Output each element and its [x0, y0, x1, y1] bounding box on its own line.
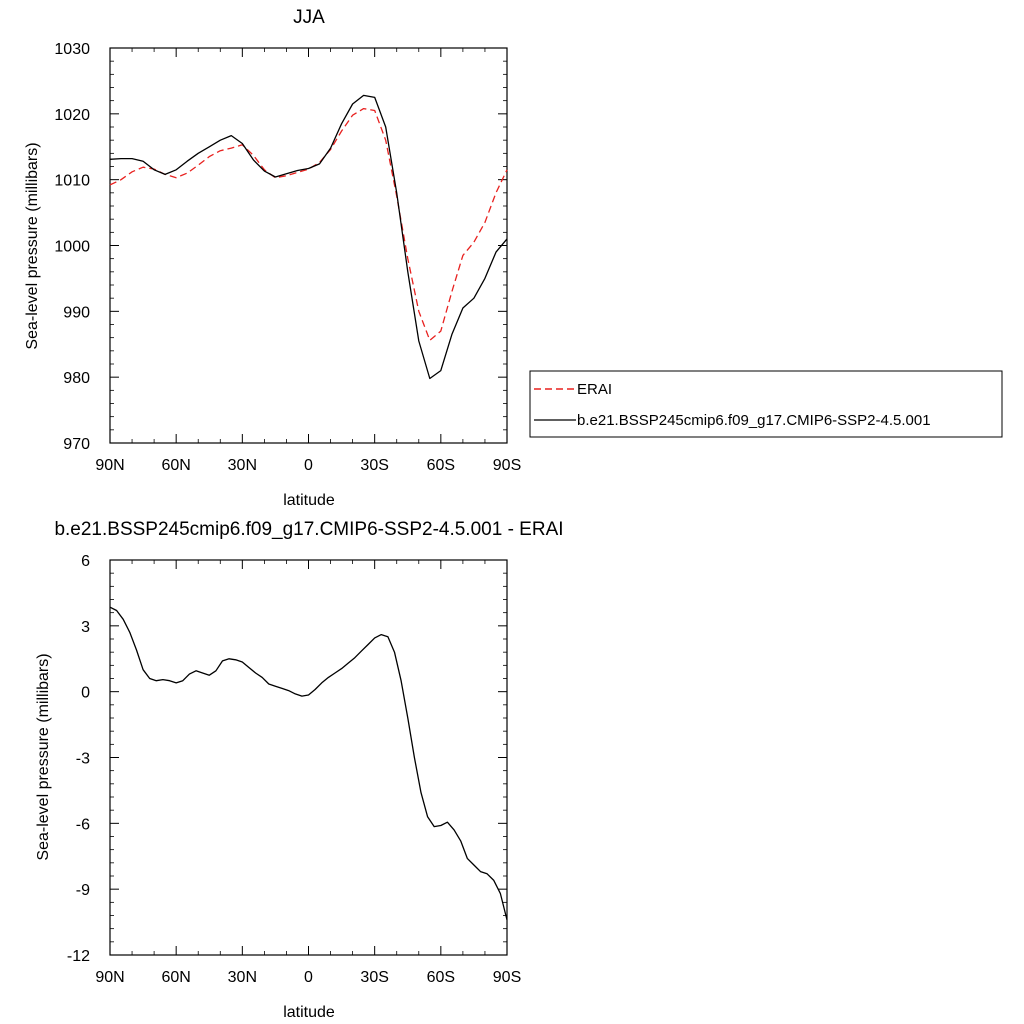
- top-y-tick-label: 990: [63, 304, 90, 321]
- bottom-chart-title: b.e21.BSSP245cmip6.f09_g17.CMIP6-SSP2-4.…: [54, 519, 563, 540]
- top-x-axis-label: latitude: [283, 492, 335, 509]
- bottom-y-tick-label: -12: [67, 948, 90, 965]
- bottom-x-tick-label: 90N: [95, 969, 124, 986]
- top-y-tick-label: 1030: [54, 41, 90, 58]
- top-x-tick-label: 0: [304, 457, 313, 474]
- top-x-tick-label: 90S: [493, 457, 521, 474]
- bottom-y-tick-label: -9: [76, 882, 90, 899]
- bottom-x-tick-label: 60N: [161, 969, 190, 986]
- top-y-tick-label: 1000: [54, 239, 90, 256]
- bottom-y-tick-label: 0: [81, 685, 90, 702]
- top-y-tick-label: 970: [63, 436, 90, 453]
- bottom-x-tick-label: 30S: [360, 969, 388, 986]
- bottom-series-line-0: [109, 606, 508, 921]
- top-y-tick-label: 1020: [54, 107, 90, 124]
- bottom-x-tick-label: 0: [304, 969, 313, 986]
- top-plot-frame: [109, 47, 508, 444]
- legend: ERAI b.e21.BSSP245cmip6.f09_g17.CMIP6-SS…: [529, 370, 1003, 438]
- top-x-tick-label: 60N: [161, 457, 190, 474]
- bottom-x-tick-label: 60S: [427, 969, 455, 986]
- legend-label-erai: ERAI: [577, 381, 612, 398]
- bottom-y-tick-label: -3: [76, 751, 90, 768]
- bottom-x-tick-label: 30N: [228, 969, 257, 986]
- top-x-tick-label: 60S: [427, 457, 455, 474]
- bottom-x-tick-label: 90S: [493, 969, 521, 986]
- top-plot-area: 90N 60N 30N 0 30S 60S 90S 970 980 990 1000 1010 1020…: [54, 41, 521, 474]
- bottom-y-tick-label: 3: [81, 619, 90, 636]
- legend-box: [529, 370, 1003, 438]
- top-x-tick-label: 30N: [228, 457, 257, 474]
- bottom-y-axis-label: Sea-level pressure (millibars): [35, 653, 52, 860]
- top-series-line-1: [109, 94, 508, 380]
- top-x-tick-label: 30S: [360, 457, 388, 474]
- bottom-y-tick-label: 6: [81, 553, 90, 570]
- top-y-tick-label: 1010: [54, 173, 90, 190]
- bottom-plot-frame: [109, 559, 508, 956]
- top-chart-title: JJA: [293, 7, 325, 28]
- bottom-x-axis-label: latitude: [283, 1004, 335, 1021]
- top-y-axis-label: Sea-level pressure (millibars): [24, 142, 41, 349]
- bottom-panel: b.e21.BSSP245cmip6.f09_g17.CMIP6-SSP2-4.…: [35, 519, 564, 1021]
- top-series-line-0: [109, 107, 508, 341]
- bottom-plot-area: 90N 60N 30N 0 30S 60S 90S -12 -9 -6 -3 0 3 6: [67, 553, 521, 986]
- top-y-tick-label: 980: [63, 370, 90, 387]
- top-x-tick-label: 90N: [95, 457, 124, 474]
- top-panel: JJA 90N 60N 30N 0 30S 60S 90S 970 980 990 1000 1010…: [24, 7, 521, 509]
- bottom-y-tick-label: -6: [76, 816, 90, 833]
- legend-label-model: b.e21.BSSP245cmip6.f09_g17.CMIP6-SSP2-4.…: [577, 412, 931, 429]
